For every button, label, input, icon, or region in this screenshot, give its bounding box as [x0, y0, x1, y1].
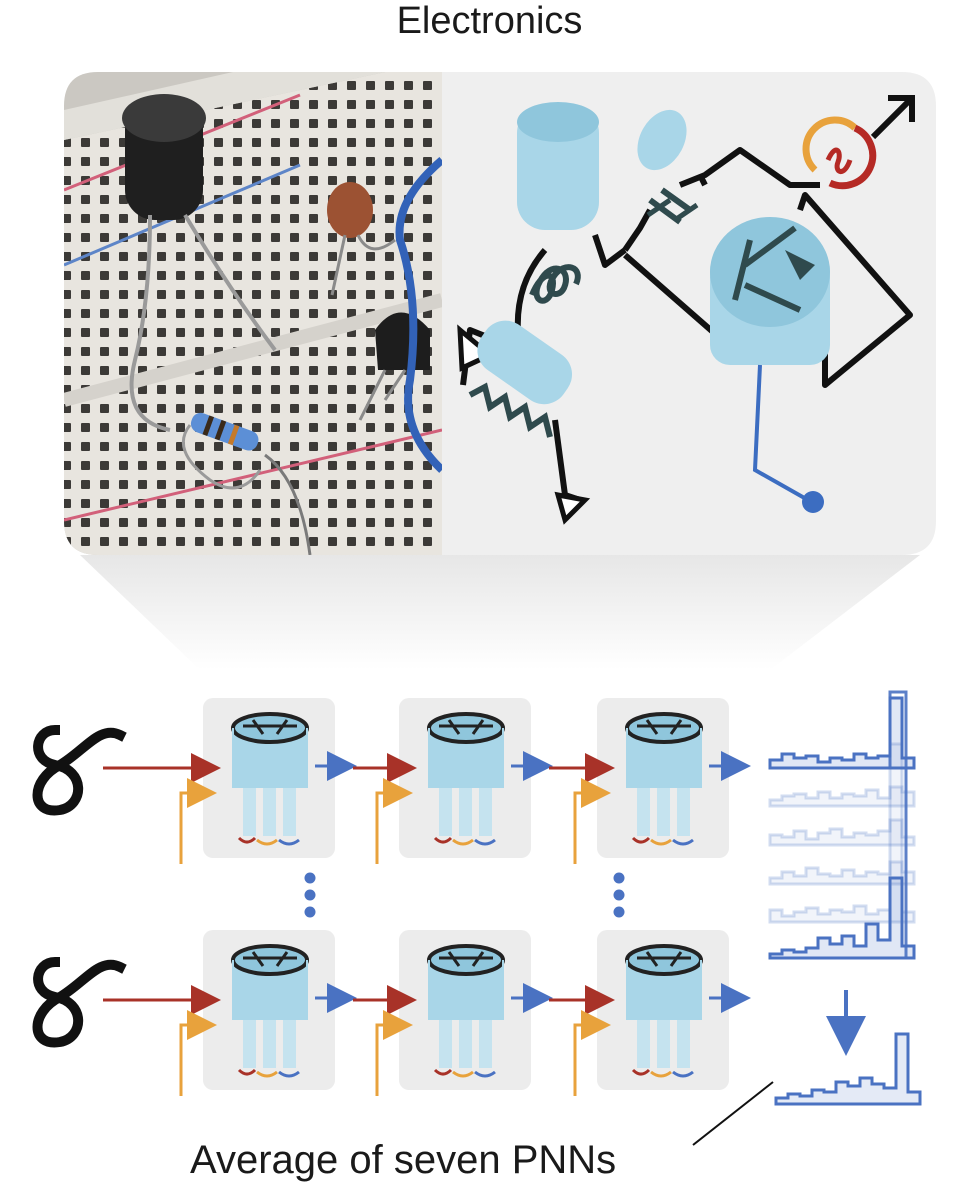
- pnn-row: [32, 930, 751, 1096]
- inductor-icon: [517, 102, 599, 304]
- parameter-arrow: [573, 1010, 611, 1096]
- histogram-icon: [768, 696, 916, 770]
- pnn-device: [597, 698, 729, 858]
- pnn-device: [203, 930, 335, 1090]
- histogram-icon: [768, 818, 916, 886]
- parameter-arrow: [375, 778, 413, 864]
- zoom-cone: [80, 555, 920, 670]
- digit-eight-icon: [32, 956, 127, 1048]
- figure-title: Electronics: [396, 0, 583, 42]
- circuit-schematic: [442, 72, 936, 555]
- ellipsis-dots-icon: [613, 872, 625, 918]
- parameter-arrow: [179, 778, 217, 864]
- capacitor-icon: [637, 109, 699, 225]
- caption-average-pnns: Average of seven PNNs: [190, 1138, 617, 1182]
- pnn-device: [203, 698, 335, 858]
- parameter-arrow: [573, 778, 611, 864]
- digit-eight-icon: [32, 724, 127, 816]
- histogram-stack: [768, 690, 916, 960]
- pnn-device: [399, 698, 531, 858]
- parameter-arrow: [375, 1010, 413, 1096]
- histogram-icon: [768, 860, 916, 924]
- histogram-icon: [768, 785, 916, 847]
- transistor-icon: [710, 217, 830, 513]
- pnn-row: [32, 698, 751, 864]
- pnn-device: [597, 930, 729, 1090]
- ellipsis-dots-icon: [304, 872, 316, 918]
- caption-pointer-line: [692, 1081, 774, 1146]
- resistor-icon: [468, 320, 573, 438]
- parameter-arrow: [179, 1010, 217, 1096]
- pnn-rows: [32, 698, 751, 1096]
- average-histogram: [774, 1032, 922, 1106]
- histogram-icon: [768, 742, 916, 808]
- histogram-icon: [774, 1032, 922, 1106]
- histogram-icon: [768, 876, 916, 960]
- breadboard-photo: [64, 72, 442, 555]
- ac-source-icon: [802, 116, 877, 190]
- histogram-peak: [888, 690, 908, 958]
- pnn-device: [399, 930, 531, 1090]
